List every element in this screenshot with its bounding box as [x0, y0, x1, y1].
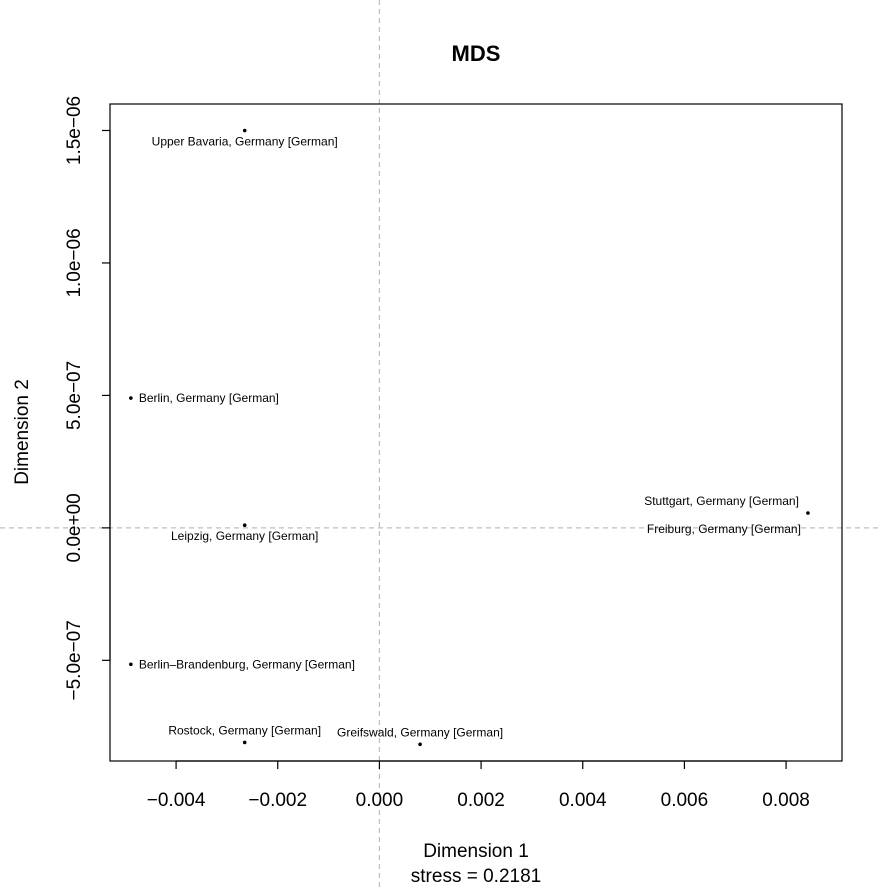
y-tick-label: 1.0e−06	[64, 228, 85, 297]
data-point	[242, 523, 247, 528]
x-tick-label: 0.006	[661, 790, 709, 811]
y-tick-label: 1.5e−06	[64, 96, 85, 165]
data-point	[242, 740, 247, 745]
x-tick-label: 0.000	[356, 790, 404, 811]
data-point	[129, 662, 133, 667]
point-label: Berlin, Germany [German]	[139, 391, 279, 405]
point-label: Freiburg, Germany [German]	[647, 522, 801, 536]
data-point	[418, 742, 422, 747]
data-points: Upper Bavaria, Germany [German] Berlin, G…	[129, 128, 810, 747]
x-tick-label: −0.002	[248, 790, 307, 811]
stress-annotation: stress = 0.2181	[411, 866, 541, 887]
x-tick-label: −0.004	[147, 790, 206, 811]
y-axis-title: Dimension 2	[12, 379, 33, 485]
x-tick-label: 0.002	[457, 790, 505, 811]
point-label: Berlin–Brandenburg, Germany [German]	[139, 657, 355, 671]
point-label: Rostock, Germany [German]	[168, 723, 321, 737]
y-tick-label: 5.0e−07	[64, 361, 85, 430]
data-point	[129, 396, 133, 400]
x-axis: −0.004 −0.002 0.000 0.002 0.004 0.006 0.008	[147, 760, 810, 811]
point-label: Leipzig, Germany [German]	[171, 529, 318, 543]
y-tick-label: −5.0e−07	[64, 620, 85, 700]
y-axis: −5.0e−07 0.0e+00 5.0e−07 1.0e−06 1.5e−06	[64, 96, 111, 700]
y-tick-label: 0.0e+00	[64, 493, 85, 562]
x-axis-title: Dimension 1	[423, 841, 529, 862]
x-tick-label: 0.004	[559, 790, 607, 811]
data-point	[242, 128, 247, 133]
point-label: Upper Bavaria, Germany [German]	[152, 134, 338, 148]
chart-title: MDS	[452, 41, 501, 66]
data-point	[806, 511, 810, 515]
x-tick-label: 0.008	[762, 790, 810, 811]
point-label: Stuttgart, Germany [German]	[644, 494, 799, 508]
point-label: Greifswald, Germany [German]	[337, 725, 503, 739]
